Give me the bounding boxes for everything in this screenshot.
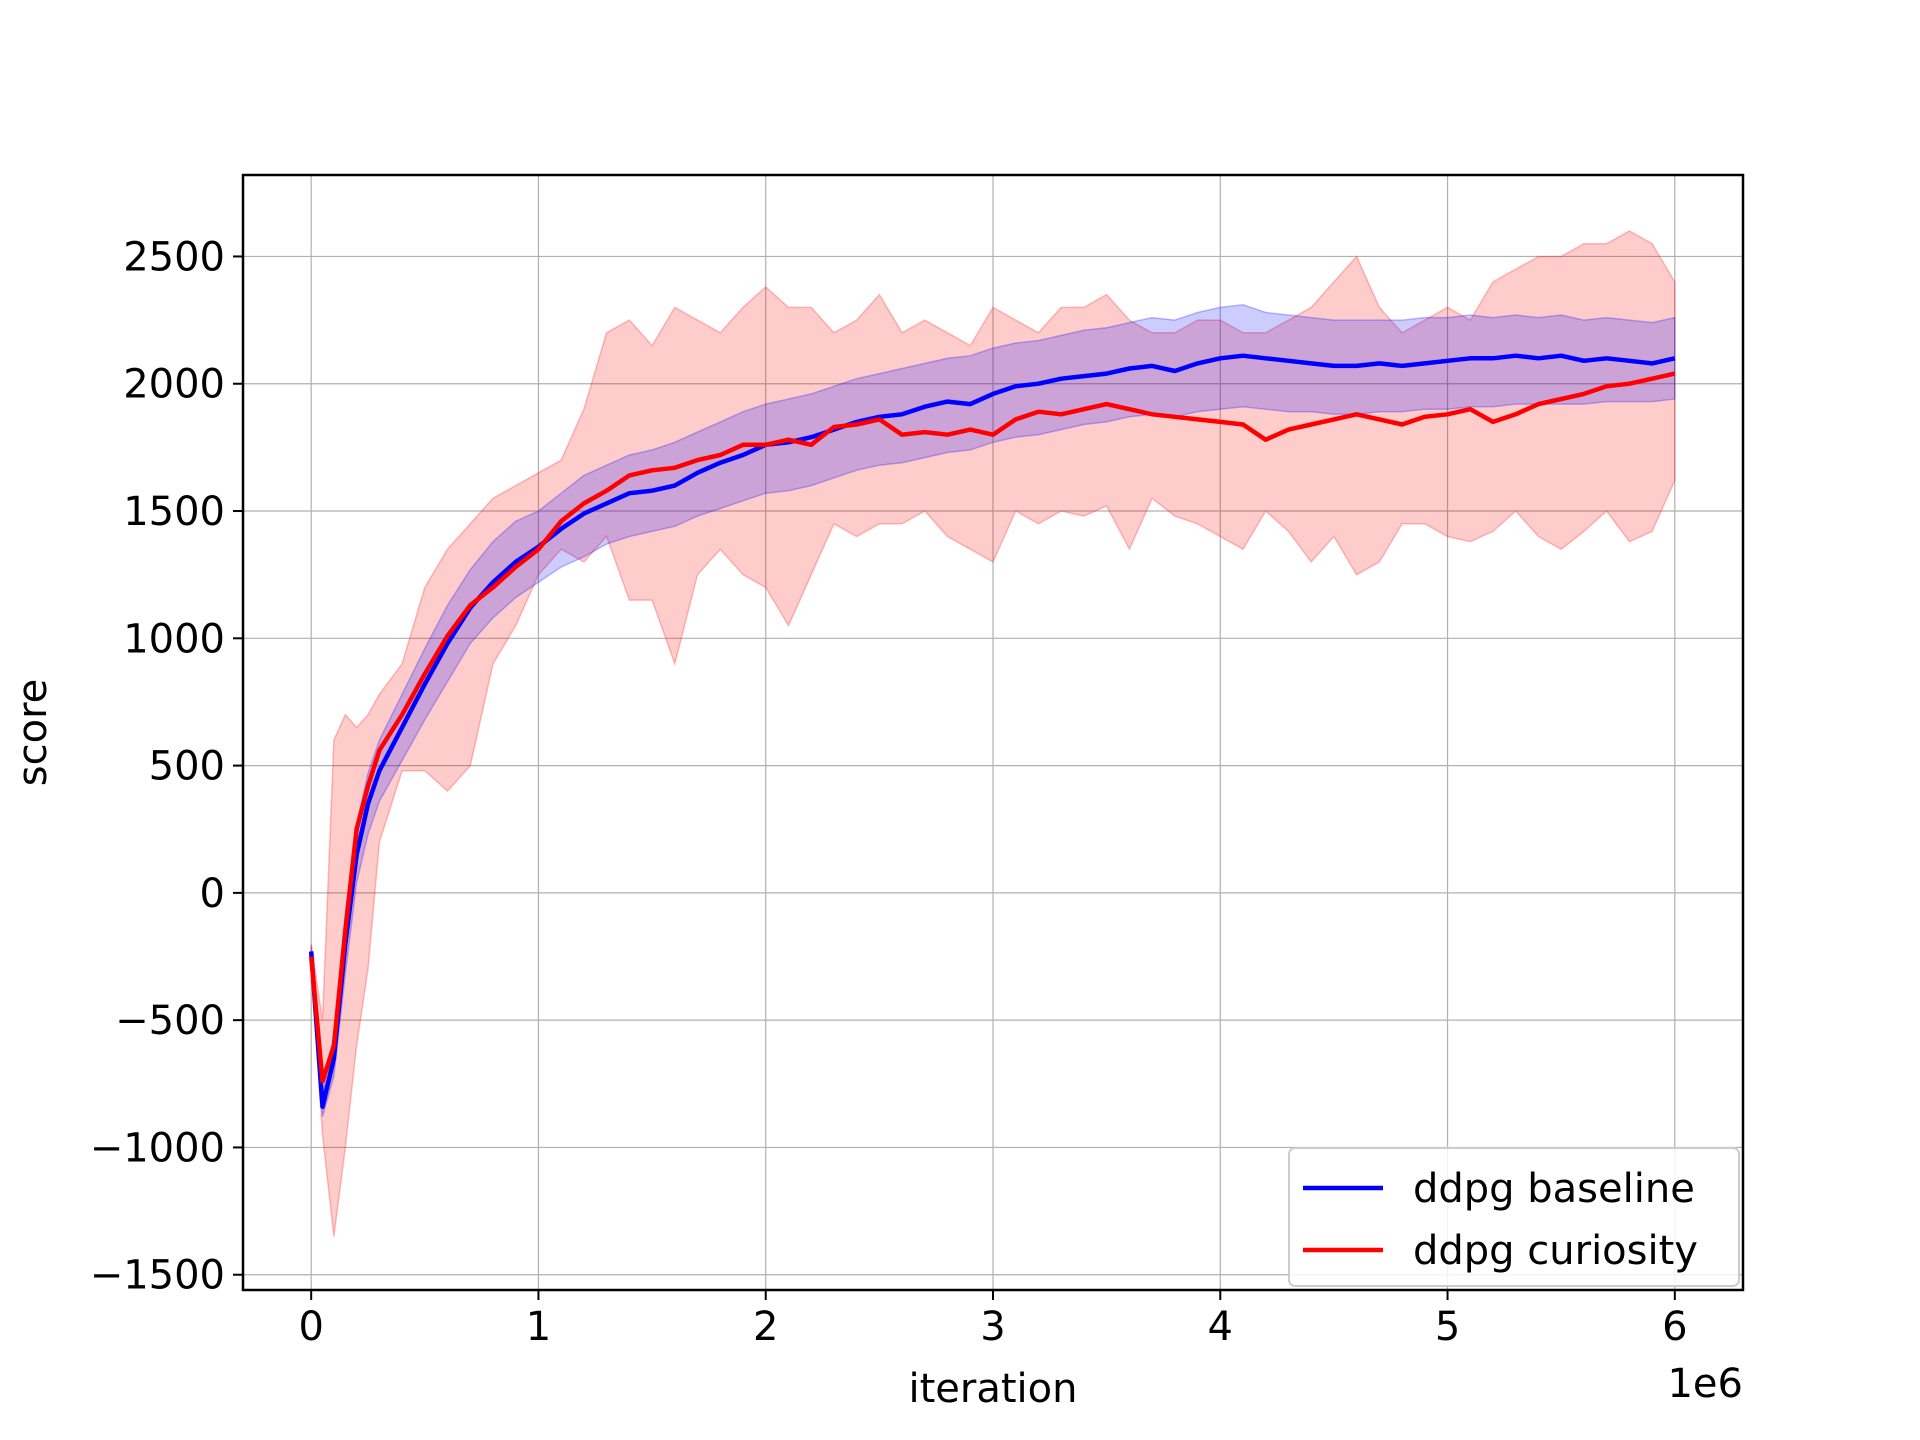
y-tick-label: −1000 bbox=[90, 1125, 225, 1171]
band-ddpg-baseline bbox=[310, 304, 1676, 1118]
legend-label: ddpg curiosity bbox=[1413, 1228, 1698, 1274]
legend-box bbox=[1288, 1147, 1740, 1287]
x-tick-label: 3 bbox=[980, 1304, 1005, 1350]
y-tick-label: −1500 bbox=[90, 1253, 225, 1299]
y-tick-label: 2000 bbox=[123, 362, 225, 408]
y-tick-label: 0 bbox=[200, 871, 225, 917]
confidence-bands bbox=[310, 230, 1676, 1237]
x-tick-label: 4 bbox=[1208, 1304, 1233, 1350]
band-ddpg-curiosity bbox=[310, 230, 1676, 1237]
y-tick-label: 1000 bbox=[123, 616, 225, 662]
x-tick-label: 0 bbox=[298, 1304, 323, 1350]
legend-label: ddpg baseline bbox=[1413, 1166, 1695, 1212]
x-axis-offset-label: 1e6 bbox=[1667, 1361, 1743, 1407]
legend: ddpg baseline ddpg curiosity bbox=[1288, 1147, 1740, 1287]
y-tick-label: 1500 bbox=[123, 489, 225, 535]
x-tick-label: 6 bbox=[1662, 1304, 1687, 1350]
x-tick-label: 5 bbox=[1435, 1304, 1460, 1350]
y-axis-label: score bbox=[10, 679, 56, 786]
y-tick-label: 500 bbox=[149, 744, 225, 790]
x-tick-label: 2 bbox=[753, 1304, 778, 1350]
y-tick-label: −500 bbox=[115, 998, 225, 1044]
axis-ticks: 0 1 2 3 4 5 6 −1500 −1000 −500 0 500 1000 1500 2000 250… bbox=[90, 234, 1688, 1350]
y-tick-label: 2500 bbox=[123, 234, 225, 280]
line-ddpg-curiosity bbox=[308, 371, 1676, 1084]
series-lines bbox=[308, 353, 1676, 1109]
x-axis-label: iteration bbox=[909, 1366, 1078, 1412]
x-tick-label: 1 bbox=[526, 1304, 551, 1350]
